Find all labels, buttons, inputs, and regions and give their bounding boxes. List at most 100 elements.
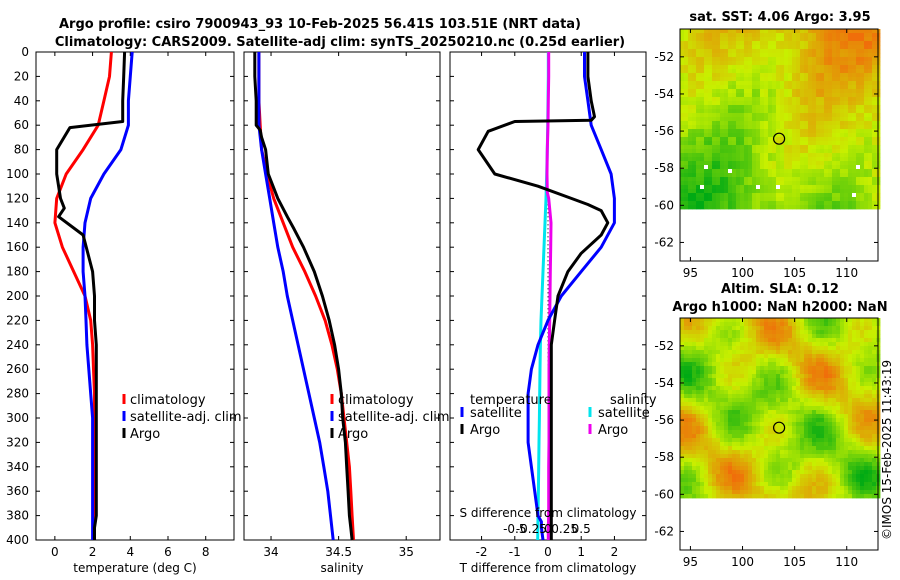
heatmap-cell <box>840 149 845 154</box>
heatmap-cell <box>820 482 825 487</box>
heatmap-cell <box>824 41 829 46</box>
heatmap-cell <box>836 350 841 355</box>
heatmap-cell <box>756 394 761 399</box>
heatmap-cell <box>756 486 761 491</box>
heatmap-cell <box>696 330 701 335</box>
heatmap-cell <box>764 121 769 126</box>
heatmap-cell <box>756 105 761 110</box>
heatmap-cell <box>784 318 789 323</box>
heatmap-cell <box>708 390 713 395</box>
heatmap-cell <box>828 33 833 38</box>
heatmap-cell <box>688 137 693 142</box>
heatmap-cell <box>832 446 837 451</box>
heatmap-cell <box>696 69 701 74</box>
heatmap-cell <box>744 398 749 403</box>
heatmap-cell <box>832 450 837 455</box>
heatmap-cell <box>844 378 849 383</box>
heatmap-cell <box>788 438 793 443</box>
heatmap-cell <box>728 165 733 170</box>
heatmap-cell <box>804 318 809 323</box>
heatmap-cell <box>820 101 825 106</box>
heatmap-cell <box>692 161 697 166</box>
heatmap-cell <box>860 29 865 34</box>
heatmap-cell <box>804 85 809 90</box>
heatmap-cell <box>704 446 709 451</box>
heatmap-cell <box>732 322 737 327</box>
heatmap-cell <box>808 378 813 383</box>
heatmap-cell <box>832 330 837 335</box>
heatmap-cell <box>784 446 789 451</box>
heatmap-cell <box>692 430 697 435</box>
heatmap-cell <box>864 366 869 371</box>
heatmap-cell <box>760 450 765 455</box>
heatmap-cell <box>776 189 781 194</box>
heatmap-cell <box>704 193 709 198</box>
heatmap-cell <box>692 189 697 194</box>
heatmap-cell <box>820 362 825 367</box>
heatmap-cell <box>728 482 733 487</box>
heatmap-cell <box>784 97 789 102</box>
heatmap-cell <box>828 318 833 323</box>
heatmap-cell <box>680 350 685 355</box>
heatmap-cell <box>780 350 785 355</box>
heatmap-cell <box>724 49 729 54</box>
heatmap-cell <box>796 410 801 415</box>
heatmap-cell <box>784 330 789 335</box>
heatmap-cell <box>772 458 777 463</box>
heatmap-cell <box>680 73 685 78</box>
heatmap-cell <box>768 133 773 138</box>
heatmap-cell <box>844 141 849 146</box>
heatmap-cell <box>744 205 749 210</box>
heatmap-cell <box>688 458 693 463</box>
heatmap-cell <box>752 382 757 387</box>
heatmap-cell <box>700 342 705 347</box>
heatmap-cell <box>700 181 705 186</box>
heatmap-cell <box>712 354 717 359</box>
heatmap-cell <box>852 494 857 499</box>
heatmap-cell <box>804 466 809 471</box>
heatmap-cell <box>844 201 849 206</box>
heatmap-cell <box>704 205 709 210</box>
heatmap-cell <box>848 117 853 122</box>
heatmap-cell <box>796 374 801 379</box>
heatmap-cell <box>860 338 865 343</box>
heatmap-cell <box>808 129 813 134</box>
heatmap-cell <box>784 133 789 138</box>
heatmap-cell <box>728 446 733 451</box>
heatmap-cell <box>824 334 829 339</box>
heatmap-cell <box>844 117 849 122</box>
heatmap-cell <box>720 101 725 106</box>
heatmap-cell <box>752 334 757 339</box>
heatmap-cell <box>804 434 809 439</box>
heatmap-cell <box>696 446 701 451</box>
heatmap-cell <box>852 73 857 78</box>
heatmap-cell <box>780 322 785 327</box>
heatmap-cell <box>824 185 829 190</box>
heatmap-cell <box>724 197 729 202</box>
heatmap-cell <box>864 470 869 475</box>
x-tick-label: 2 <box>611 545 619 559</box>
heatmap-cell <box>720 362 725 367</box>
heatmap-cell <box>740 201 745 206</box>
heatmap-cell <box>728 65 733 70</box>
heatmap-cell <box>868 470 873 475</box>
heatmap-cell <box>772 330 777 335</box>
heatmap-cell <box>780 133 785 138</box>
heatmap-cell <box>832 430 837 435</box>
heatmap-cell <box>800 181 805 186</box>
heatmap-cell <box>736 458 741 463</box>
heatmap-cell <box>784 205 789 210</box>
heatmap-cell <box>852 185 857 190</box>
heatmap-cell <box>692 466 697 471</box>
heatmap-cell <box>716 370 721 375</box>
heatmap-cell <box>860 141 865 146</box>
heatmap-cell <box>788 61 793 66</box>
heatmap-cell <box>844 410 849 415</box>
heatmap-cell <box>760 197 765 202</box>
heatmap-cell <box>816 378 821 383</box>
heatmap-cell <box>824 370 829 375</box>
heatmap-cell <box>748 33 753 38</box>
heatmap-cell <box>820 410 825 415</box>
heatmap-cell <box>872 358 877 363</box>
heatmap-cell <box>768 430 773 435</box>
